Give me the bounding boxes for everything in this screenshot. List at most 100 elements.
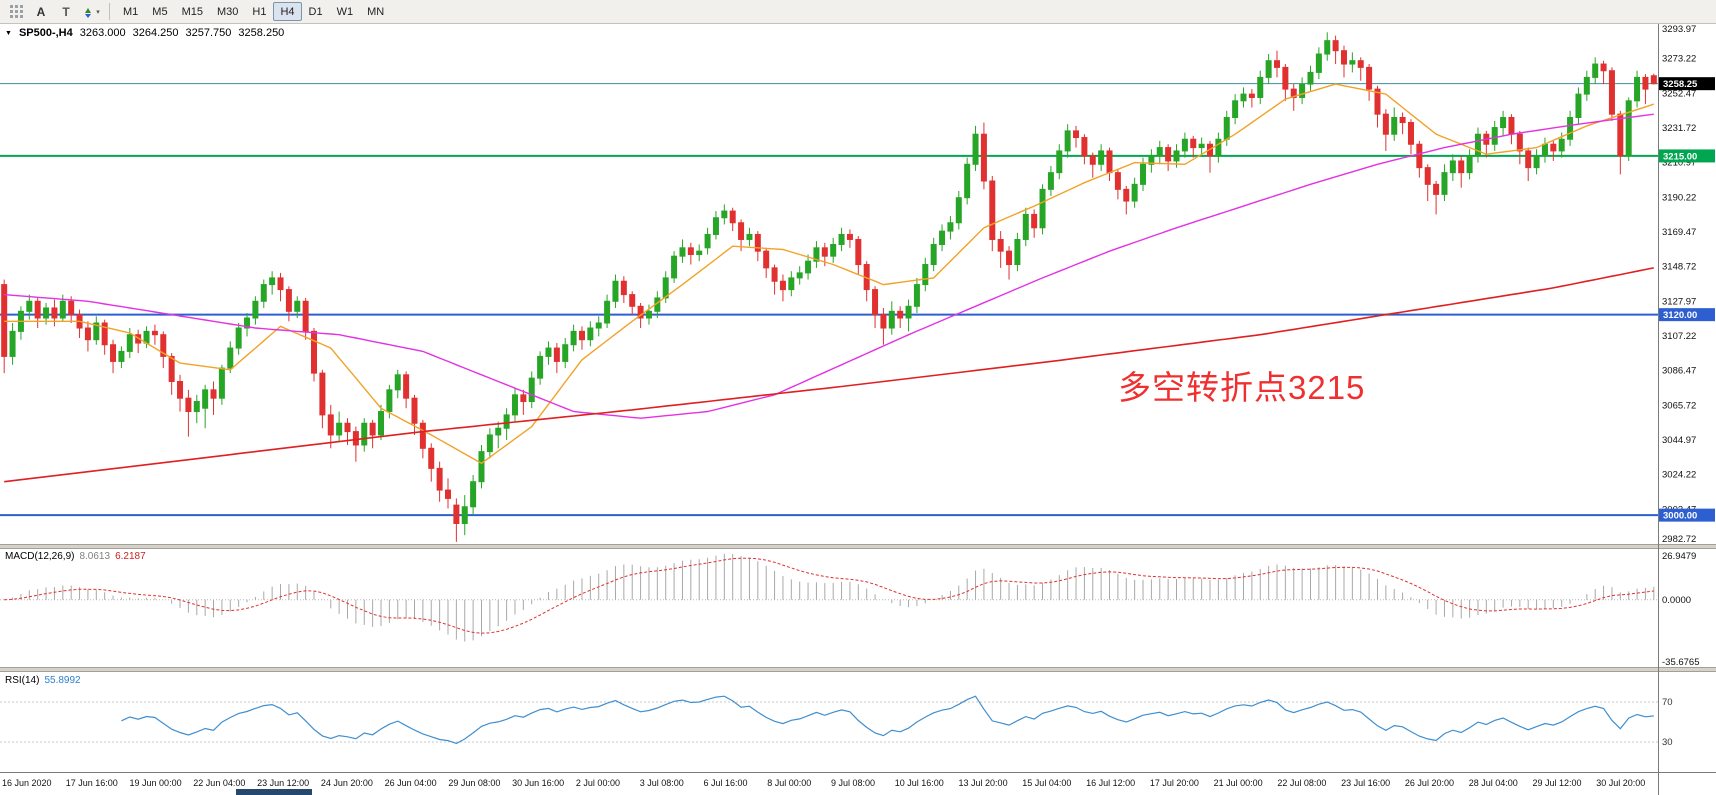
label-tool-button[interactable]: T bbox=[54, 1, 78, 22]
candle-body bbox=[177, 380, 184, 399]
candle-body bbox=[821, 247, 828, 257]
price-tag-3215.00 bbox=[1659, 149, 1715, 163]
time-axis-label: 30 Jun 16:00 bbox=[512, 778, 564, 788]
timeframe-m1-button[interactable]: M1 bbox=[123, 5, 139, 18]
price-scale-label: 3293.97 bbox=[1662, 24, 1696, 35]
timeframe-m30-button[interactable]: M30 bbox=[216, 5, 239, 18]
open-value: 3263.000 bbox=[79, 27, 126, 39]
candle-body bbox=[570, 330, 577, 346]
candle-body bbox=[1567, 117, 1574, 140]
time-axis-label: 15 Jul 04:00 bbox=[1022, 778, 1071, 788]
candle-body bbox=[470, 481, 477, 508]
price-scale-label: 3086.47 bbox=[1662, 366, 1696, 377]
candle-body bbox=[1106, 150, 1113, 174]
candle-body bbox=[9, 330, 16, 357]
timeframe-m15-button[interactable]: M15 bbox=[181, 5, 203, 18]
candle-body bbox=[1474, 133, 1481, 157]
candle-body bbox=[1550, 143, 1557, 152]
candle-body bbox=[1022, 213, 1029, 240]
candle-body bbox=[101, 322, 108, 346]
timeframe-mn-button[interactable]: MN bbox=[367, 5, 385, 18]
price-scale-label: 3190.22 bbox=[1662, 192, 1696, 203]
candle-body bbox=[1533, 155, 1540, 169]
price-scale-label: 3148.72 bbox=[1662, 262, 1696, 273]
candle-body bbox=[1282, 66, 1289, 90]
candle-body bbox=[553, 347, 560, 362]
candle-body bbox=[595, 322, 602, 329]
price-scale-label: 3252.47 bbox=[1662, 88, 1696, 99]
time-axis-label: 29 Jul 12:00 bbox=[1532, 778, 1581, 788]
candle-body bbox=[495, 427, 502, 436]
candle-body bbox=[461, 506, 468, 524]
candle-body bbox=[1265, 60, 1272, 78]
candle-body bbox=[436, 467, 443, 491]
candle-body bbox=[486, 434, 493, 453]
time-axis-label: 10 Jul 16:00 bbox=[895, 778, 944, 788]
candle-body bbox=[1466, 155, 1473, 174]
candle-body bbox=[1449, 160, 1456, 174]
collapse-arrow-icon[interactable]: ▼ bbox=[5, 29, 12, 37]
candle-body bbox=[1257, 76, 1264, 98]
timeframe-m5-button[interactable]: M5 bbox=[152, 5, 168, 18]
candle-body bbox=[1299, 83, 1306, 98]
candle-body bbox=[679, 247, 686, 257]
timeframe-h1-button[interactable]: H1 bbox=[252, 5, 267, 18]
pane-divider[interactable] bbox=[0, 667, 1716, 672]
candle-body bbox=[712, 217, 719, 235]
ma-mid-line[interactable] bbox=[4, 113, 1654, 419]
candle-body bbox=[779, 280, 786, 291]
ma-fast-line[interactable] bbox=[4, 83, 1655, 465]
candle-body bbox=[1073, 130, 1080, 139]
pane-divider[interactable] bbox=[0, 544, 1716, 549]
candle-body bbox=[1232, 100, 1239, 119]
candle-body bbox=[972, 133, 979, 165]
candle-body bbox=[1098, 150, 1105, 165]
candle-body bbox=[1190, 138, 1197, 149]
candle-body bbox=[671, 255, 678, 279]
candle-body bbox=[428, 447, 435, 469]
price-scale-label: 3127.97 bbox=[1662, 296, 1696, 307]
timeframe-d1-button[interactable]: D1 bbox=[308, 5, 323, 18]
arrows-dropdown-button[interactable]: ▾ bbox=[79, 1, 103, 22]
time-axis-label: 13 Jul 20:00 bbox=[959, 778, 1008, 788]
candle-body bbox=[1407, 122, 1414, 145]
chart-canvas[interactable]: 70303293.973273.223252.473231.723210.973… bbox=[0, 24, 1716, 795]
time-axis-label: 6 Jul 16:00 bbox=[703, 778, 747, 788]
candle-body bbox=[403, 374, 410, 399]
candle-body bbox=[1600, 63, 1607, 72]
svg-text:30: 30 bbox=[1662, 737, 1673, 748]
candle-body bbox=[302, 300, 309, 332]
time-axis-label: 22 Jun 04:00 bbox=[193, 778, 245, 788]
svg-text:3258.25: 3258.25 bbox=[1663, 79, 1698, 90]
timeframe-h4-button[interactable]: H4 bbox=[273, 2, 302, 21]
svg-text:70: 70 bbox=[1662, 697, 1673, 708]
candle-body bbox=[1307, 71, 1314, 85]
candle-body bbox=[1156, 147, 1163, 157]
h-scrollbar-thumb[interactable] bbox=[236, 789, 312, 795]
candle-body bbox=[1039, 188, 1046, 229]
candle-body bbox=[1181, 138, 1188, 152]
timeframe-w1-button[interactable]: W1 bbox=[336, 5, 354, 18]
candle-body bbox=[294, 300, 301, 312]
candle-body bbox=[1123, 188, 1130, 202]
candle-body bbox=[1148, 155, 1155, 165]
toolbar-separator bbox=[109, 3, 110, 20]
candle-body bbox=[1315, 53, 1322, 73]
grid-tool-button[interactable] bbox=[4, 1, 28, 22]
candle-body bbox=[1424, 167, 1431, 185]
candle-body bbox=[1114, 172, 1121, 190]
ma-slow-line[interactable] bbox=[4, 267, 1654, 483]
candle-body bbox=[1240, 93, 1247, 102]
candle-body bbox=[336, 422, 343, 436]
chart-text-annotation[interactable]: 多空转折点3215 bbox=[1118, 369, 1366, 406]
text-tool-button[interactable]: A bbox=[29, 1, 53, 22]
candle-body bbox=[1441, 172, 1448, 195]
candle-body bbox=[662, 277, 669, 299]
candle-body bbox=[503, 414, 510, 429]
candle-body bbox=[604, 300, 611, 324]
svg-text:3120.00: 3120.00 bbox=[1663, 310, 1697, 321]
candle-body bbox=[126, 334, 133, 352]
candle-body bbox=[118, 350, 125, 362]
candle-body bbox=[244, 317, 251, 329]
candle-body bbox=[1215, 138, 1222, 157]
